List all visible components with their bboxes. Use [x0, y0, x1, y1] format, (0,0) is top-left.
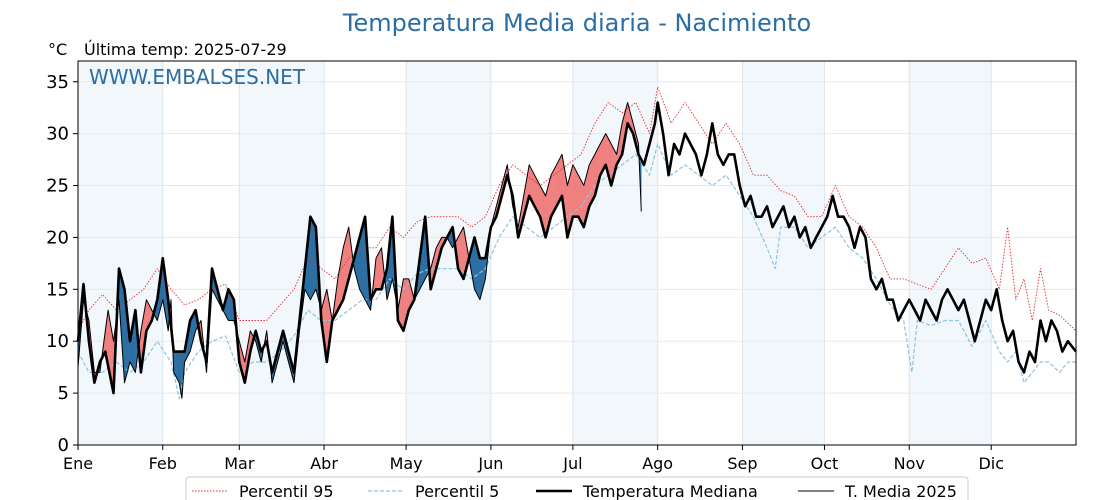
x-tick-label-May: May: [390, 454, 423, 473]
fill-above-median: [378, 250, 381, 290]
grid-lines: [77, 61, 1076, 446]
fill-above-median: [572, 164, 575, 217]
watermark: WWW.EMBALSES.NET: [89, 65, 306, 89]
fill-above-median: [559, 156, 561, 202]
x-tick-label-Sep: Sep: [727, 454, 757, 473]
series-line-percentil-95: [77, 86, 1077, 332]
fill-above-median: [590, 159, 593, 204]
legend-label-percentil-95: Percentil 95: [239, 482, 334, 500]
x-tick-label-Feb: Feb: [149, 454, 177, 473]
fill-above-median: [601, 138, 604, 173]
y-tick-label-30: 30: [46, 124, 69, 145]
fill-above-median: [560, 154, 563, 199]
fill-below-median: [362, 221, 364, 298]
fill-above-median: [578, 175, 580, 220]
fill-above-median: [550, 172, 553, 217]
x-tick-label-Mar: Mar: [224, 454, 255, 473]
fill-above-median: [537, 180, 539, 215]
y-axis: 0 5 10 15 20 25 30 35: [46, 72, 78, 456]
x-tick-label-Jul: Jul: [562, 454, 582, 473]
fill-above-median: [528, 164, 531, 199]
plot-background: [78, 61, 992, 445]
fill-below-median: [312, 221, 315, 295]
fill-below-median: [360, 227, 363, 295]
y-tick-label-35: 35: [46, 72, 69, 93]
fill-above-median: [534, 175, 537, 209]
legend-label-temperatura-mediana: Temperatura Mediana: [582, 482, 758, 500]
x-tick-label-Dic: Dic: [978, 454, 1004, 473]
y-tick-label-5: 5: [58, 383, 69, 404]
fill-above-median: [591, 156, 594, 202]
chart-title: Temperatura Media diaria - Nacimiento: [342, 9, 811, 37]
fill-above-median: [579, 177, 582, 222]
y-tick-label-10: 10: [46, 331, 69, 352]
last-temp-label: Última temp: 2025-07-29: [84, 40, 287, 59]
month-band-5: [909, 61, 992, 445]
fill-above-median: [600, 141, 602, 176]
x-tick-label-Ago: Ago: [642, 454, 673, 473]
month-band-0: [78, 61, 163, 445]
fill-above-median: [459, 232, 461, 274]
fill-above-median: [460, 229, 463, 277]
fill-above-median: [576, 172, 579, 217]
x-tick-label-Jun: Jun: [477, 454, 503, 473]
fill-below-median: [174, 351, 177, 378]
x-tick-label-Oct: Oct: [811, 454, 839, 473]
month-band-4: [742, 61, 825, 445]
y-tick-label-25: 25: [46, 176, 69, 197]
y-tick-label-0: 0: [58, 435, 69, 456]
series-line-t-media-2025: [77, 102, 642, 399]
x-tick-label-Nov: Nov: [894, 454, 925, 473]
x-axis: Ene Feb Mar Abr May Jun Jul Ago Sep Oct Nov Dic: [63, 445, 1004, 473]
fill-above-median: [379, 247, 382, 290]
fill-above-median: [589, 162, 591, 207]
y-tick-label-20: 20: [46, 227, 69, 248]
legend-box: [185, 476, 969, 500]
fill-below-median: [310, 216, 312, 300]
fill-above-median: [556, 162, 559, 207]
fill-above-median: [553, 167, 556, 212]
fill-above-median: [602, 136, 605, 171]
x-tick-label-Abr: Abr: [310, 454, 338, 473]
month-band-3: [572, 61, 658, 445]
fill-above-median: [582, 182, 585, 228]
y-tick-label-15: 15: [46, 279, 69, 300]
fill-below-median: [311, 219, 314, 298]
fill-above-median: [604, 133, 606, 168]
fill-above-median: [377, 252, 379, 290]
fill-below-median: [478, 252, 481, 300]
fill-above-median: [531, 169, 534, 204]
x-tick-label-Ene: Ene: [63, 454, 93, 473]
y-unit-label: °C: [48, 40, 67, 59]
fill-above-median: [533, 172, 535, 207]
fill-above-median: [554, 164, 557, 209]
fill-above-median: [574, 167, 576, 217]
legend: Percentil 95 Percentil 5 Temperatura Media…: [185, 476, 969, 500]
fill-above-median: [552, 169, 554, 215]
legend-label-percentil-5: Percentil 5: [415, 482, 499, 500]
fill-below-median: [176, 351, 179, 381]
series-lines: [76, 86, 1078, 399]
fill-above-median: [538, 182, 541, 217]
plot-frame: [77, 60, 1077, 446]
legend-label-t-media-2025: T. Media 2025: [844, 482, 957, 500]
series-line-temperatura-mediana: [76, 101, 1078, 395]
fill-below-median: [177, 351, 180, 383]
fill-above-median: [580, 180, 583, 225]
fill-above-median: [557, 159, 560, 204]
